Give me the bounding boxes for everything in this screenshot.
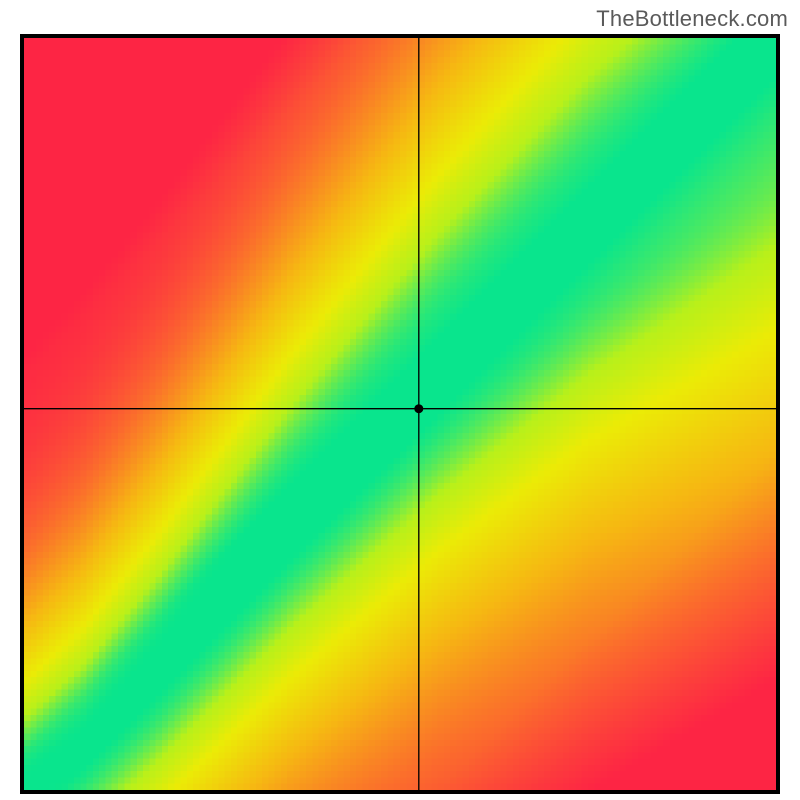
plot-frame [20,34,780,794]
heatmap-canvas [24,38,776,790]
watermark-text: TheBottleneck.com [596,6,788,32]
chart-container: TheBottleneck.com [0,0,800,800]
